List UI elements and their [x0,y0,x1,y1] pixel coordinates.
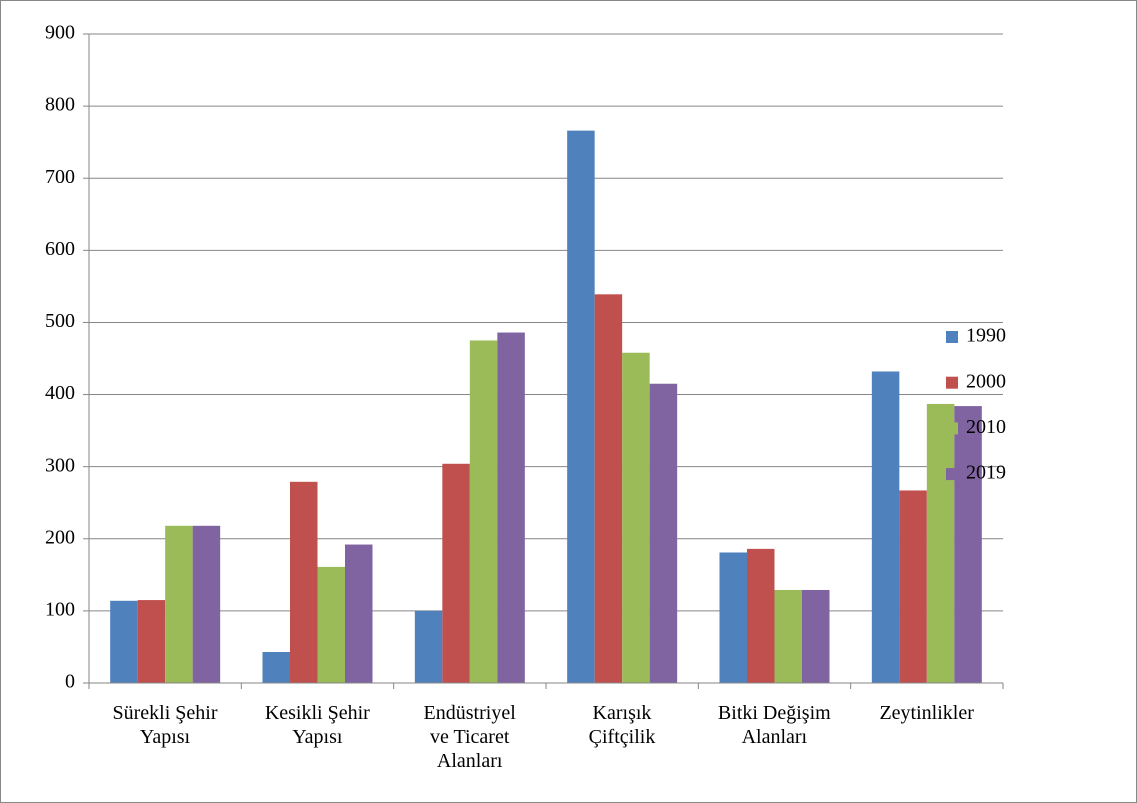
bar [871,371,900,683]
bar [317,566,345,683]
bar [497,332,525,683]
y-tick-label: 100 [45,598,75,620]
x-tick-label: Endüstriyel ve Ticaret Alanları [423,702,516,772]
bar [622,352,650,683]
legend-swatch [946,376,958,389]
bar [137,600,166,683]
bar [110,600,138,683]
bar [192,525,221,683]
y-tick-label: 500 [45,310,75,332]
y-tick-label: 200 [45,526,75,548]
legend-swatch [946,468,958,481]
bar [262,651,290,683]
y-tick-label: 800 [45,94,75,116]
legend-swatch [946,422,958,435]
y-tick-label: 300 [45,454,75,476]
x-tick-label: Bitki Değişim Alanları [717,702,831,748]
legend-label: 2019 [966,462,1006,484]
y-tick-label: 400 [45,382,75,404]
x-tick-label: Sürekli Şehir Yapısı [112,702,218,748]
y-tick-label: 700 [45,166,75,188]
bar [954,406,982,683]
x-tick-label: Karışık Çiftçilik [588,702,656,748]
bar [345,544,373,683]
x-tick-label: Zeytinlikler [879,702,974,724]
y-tick-label: 900 [45,22,75,44]
bar [774,589,802,683]
bar [747,548,775,683]
bar [567,130,595,683]
bar [649,383,678,683]
bar [414,610,443,683]
legend-label: 2000 [966,370,1006,392]
bar [594,294,623,683]
legend-label: 2010 [966,416,1006,438]
x-tick-label: Kesikli Şehir Yapısı [264,702,370,748]
bar [469,340,498,683]
bar [926,403,955,683]
bar [165,525,193,683]
y-tick-label: 0 [65,671,75,693]
y-tick-label: 600 [45,238,75,260]
bar [442,463,470,683]
legend-swatch [946,331,958,343]
bar [290,481,318,683]
legend-label: 1990 [966,325,1006,347]
bar [899,490,927,683]
bar [802,589,830,683]
bar [719,552,747,683]
